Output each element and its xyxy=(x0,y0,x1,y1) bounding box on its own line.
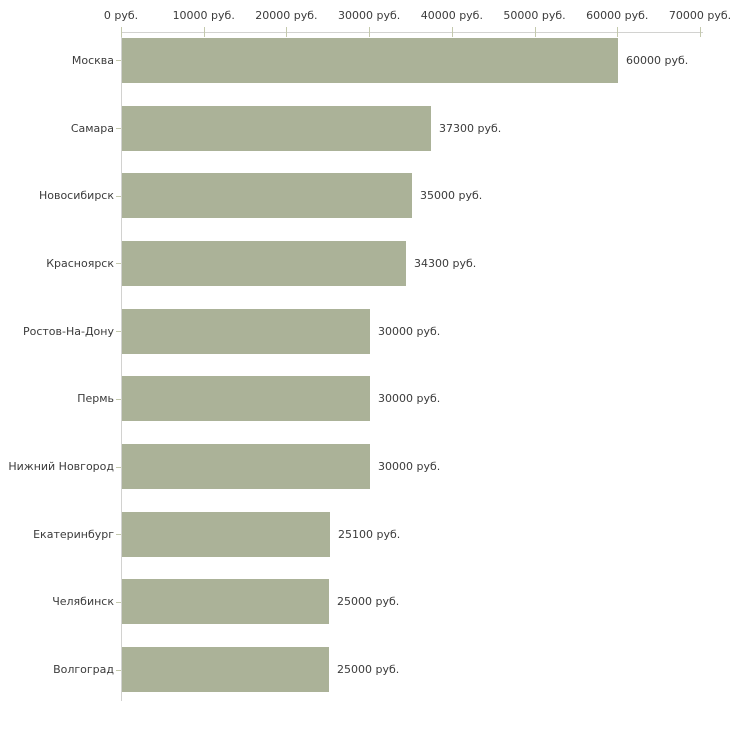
x-tick-label: 30000 руб. xyxy=(338,9,401,22)
category-tick-mark xyxy=(116,466,121,468)
category-label: Екатеринбург xyxy=(33,527,114,541)
category-tick-mark xyxy=(116,263,121,265)
bar-Красноярск xyxy=(122,240,406,286)
bar-Екатеринбург xyxy=(122,511,330,557)
x-tick-mark xyxy=(451,27,453,37)
category-label: Самара xyxy=(70,121,114,135)
x-tick-mark xyxy=(203,27,205,37)
x-tick-label: 0 руб. xyxy=(103,9,139,22)
bar-value-label: 25000 руб. xyxy=(337,663,400,677)
bar-value-label: 34300 руб. xyxy=(414,256,477,270)
bar-value-label: 35000 руб. xyxy=(420,189,483,203)
category-label: Москва xyxy=(71,53,114,67)
x-axis-line xyxy=(121,32,703,33)
category-tick-mark xyxy=(116,331,121,333)
bar-value-label: 60000 руб. xyxy=(626,53,689,67)
category-label: Ростов-На-Дону xyxy=(22,324,114,338)
category-tick-mark xyxy=(116,601,121,603)
bar-Новосибирск xyxy=(122,173,412,219)
category-tick-mark xyxy=(116,534,121,536)
category-tick-mark xyxy=(116,398,121,400)
bar-value-label: 30000 руб. xyxy=(378,392,441,406)
bar-Волгоград xyxy=(122,647,329,693)
x-tick-mark xyxy=(369,27,371,37)
x-tick-mark xyxy=(534,27,536,37)
x-tick-label: 10000 руб. xyxy=(172,9,235,22)
bar-Ростов-На-Дону xyxy=(122,308,370,354)
bar-value-label: 25000 руб. xyxy=(337,595,400,609)
bar-value-label: 25100 руб. xyxy=(338,527,401,541)
x-tick-label: 40000 руб. xyxy=(420,9,483,22)
category-label: Новосибирск xyxy=(38,189,114,203)
bar-value-label: 30000 руб. xyxy=(378,460,441,473)
x-tick-mark xyxy=(617,27,619,37)
category-label: Нижний Новгород xyxy=(8,460,114,473)
x-tick-mark xyxy=(121,27,122,37)
category-tick-mark xyxy=(116,195,121,197)
bar-Пермь xyxy=(122,376,370,422)
x-tick-label: 70000 руб. xyxy=(668,9,730,22)
y-axis-line xyxy=(121,32,122,701)
category-label: Челябинск xyxy=(52,595,114,609)
category-label: Волгоград xyxy=(53,663,114,677)
x-tick-mark xyxy=(286,27,288,37)
bar-Самара xyxy=(122,105,431,151)
bar-Нижний Новгород xyxy=(122,444,370,489)
category-tick-mark xyxy=(116,669,121,671)
bar-value-label: 30000 руб. xyxy=(378,324,441,338)
category-label: Пермь xyxy=(77,392,114,406)
x-tick-label: 60000 руб. xyxy=(586,9,649,22)
bar-value-label: 37300 руб. xyxy=(439,121,502,135)
x-tick-mark xyxy=(700,27,701,37)
bar-Челябинск xyxy=(122,579,329,625)
bar-Москва xyxy=(122,37,618,83)
x-tick-label: 20000 руб. xyxy=(255,9,318,22)
category-label: Красноярск xyxy=(46,256,114,270)
category-tick-mark xyxy=(116,60,121,62)
category-tick-mark xyxy=(116,128,121,129)
x-tick-label: 50000 руб. xyxy=(503,9,566,22)
